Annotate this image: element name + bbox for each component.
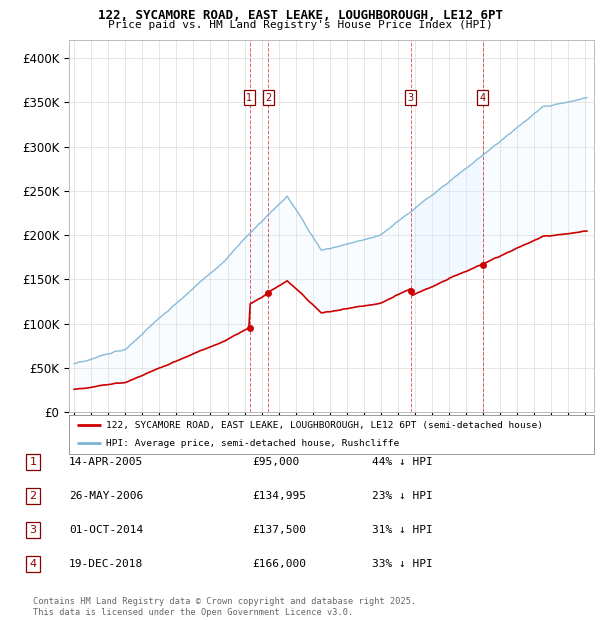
Text: 122, SYCAMORE ROAD, EAST LEAKE, LOUGHBOROUGH, LE12 6PT (semi-detached house): 122, SYCAMORE ROAD, EAST LEAKE, LOUGHBOR… [106, 421, 543, 430]
Text: HPI: Average price, semi-detached house, Rushcliffe: HPI: Average price, semi-detached house,… [106, 439, 399, 448]
Text: 31% ↓ HPI: 31% ↓ HPI [372, 525, 433, 535]
Text: 1: 1 [247, 93, 253, 103]
Text: £134,995: £134,995 [252, 491, 306, 501]
Text: 3: 3 [29, 525, 37, 535]
Text: 122, SYCAMORE ROAD, EAST LEAKE, LOUGHBOROUGH, LE12 6PT: 122, SYCAMORE ROAD, EAST LEAKE, LOUGHBOR… [97, 9, 503, 22]
Text: 26-MAY-2006: 26-MAY-2006 [69, 491, 143, 501]
Text: 4: 4 [29, 559, 37, 569]
Text: £166,000: £166,000 [252, 559, 306, 569]
Text: 2: 2 [29, 491, 37, 501]
Text: 19-DEC-2018: 19-DEC-2018 [69, 559, 143, 569]
Text: 1: 1 [29, 457, 37, 467]
Text: 01-OCT-2014: 01-OCT-2014 [69, 525, 143, 535]
Text: Price paid vs. HM Land Registry's House Price Index (HPI): Price paid vs. HM Land Registry's House … [107, 20, 493, 30]
Text: 44% ↓ HPI: 44% ↓ HPI [372, 457, 433, 467]
Text: £137,500: £137,500 [252, 525, 306, 535]
Text: 4: 4 [479, 93, 485, 103]
Text: 2: 2 [265, 93, 272, 103]
Text: Contains HM Land Registry data © Crown copyright and database right 2025.
This d: Contains HM Land Registry data © Crown c… [33, 598, 416, 617]
Text: 23% ↓ HPI: 23% ↓ HPI [372, 491, 433, 501]
Text: 3: 3 [407, 93, 414, 103]
Text: £95,000: £95,000 [252, 457, 299, 467]
Text: 14-APR-2005: 14-APR-2005 [69, 457, 143, 467]
Text: 33% ↓ HPI: 33% ↓ HPI [372, 559, 433, 569]
